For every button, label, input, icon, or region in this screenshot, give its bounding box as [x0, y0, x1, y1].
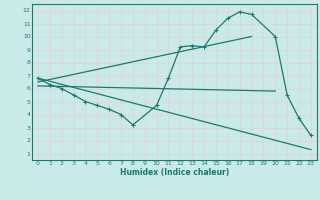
- X-axis label: Humidex (Indice chaleur): Humidex (Indice chaleur): [120, 168, 229, 177]
